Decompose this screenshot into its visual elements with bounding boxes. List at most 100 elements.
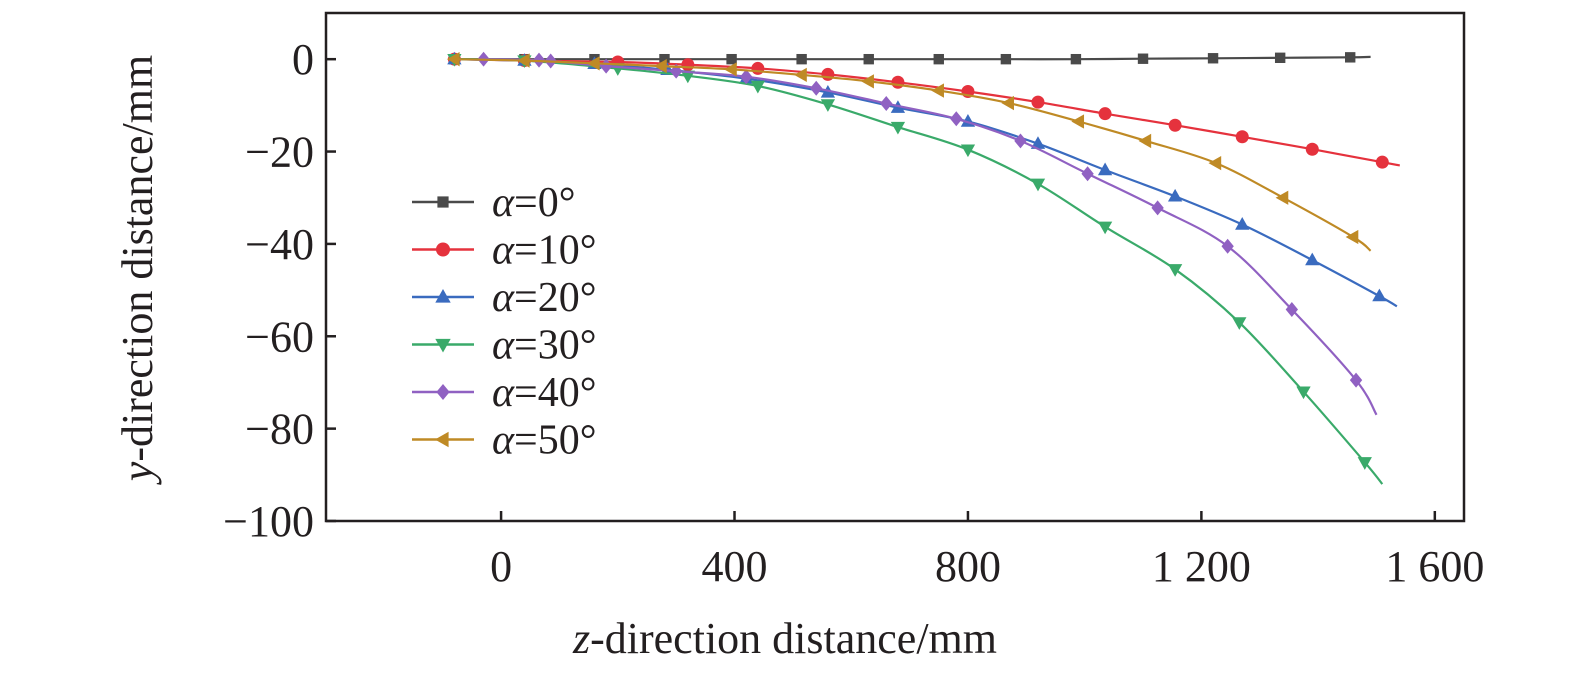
legend-marker (436, 383, 450, 401)
data-point (1000, 53, 1012, 65)
data-point (1138, 133, 1152, 149)
data-point (724, 62, 737, 77)
x-tick-label: 1 600 (1385, 542, 1484, 591)
x-tick-label: 800 (935, 542, 1001, 591)
data-point (820, 99, 836, 112)
legend-item: α=50° (412, 418, 597, 464)
legend-marker (435, 338, 451, 353)
data-point (891, 75, 905, 89)
data-point (1296, 386, 1311, 400)
x-tick-label: 0 (490, 542, 512, 591)
data-point (1285, 302, 1299, 317)
data-point (1208, 155, 1222, 171)
data-point (1375, 155, 1389, 169)
data-point (599, 58, 613, 74)
data-point (861, 74, 874, 89)
data-point (821, 67, 835, 81)
series-5 (446, 52, 1372, 252)
y-tick-label: −100 (223, 497, 314, 546)
data-point (586, 56, 600, 71)
data-point (516, 53, 530, 68)
data-point (751, 61, 765, 75)
legend-marker (435, 288, 451, 303)
y-axis-title: y-direction distance/mm (113, 55, 162, 485)
data-point (1274, 52, 1286, 63)
x-tick-label: 1 200 (1152, 542, 1251, 591)
legend-item: α=0° (412, 180, 576, 226)
legend-label: α=40° (492, 370, 597, 416)
data-point (740, 69, 753, 85)
y-tick-label: −80 (245, 405, 314, 454)
data-point (1357, 457, 1372, 470)
legend-item: α=20° (412, 275, 597, 321)
data-point (446, 52, 460, 67)
legend: α=0°α=10°α=20°α=30°α=40°α=50° (412, 180, 597, 464)
data-point (1207, 53, 1219, 64)
data-point (1349, 372, 1363, 388)
legend-label: α=0° (492, 180, 576, 226)
y-tick-label: −60 (245, 312, 314, 361)
data-point (1031, 95, 1045, 109)
legend-item: α=30° (412, 323, 597, 369)
data-point (654, 58, 667, 74)
data-point (931, 83, 944, 98)
data-point (1275, 190, 1289, 205)
legend-marker (434, 431, 449, 448)
data-point (1030, 136, 1046, 149)
y-tick-label: −20 (245, 128, 314, 177)
series-line (483, 58, 1378, 416)
data-point (863, 53, 874, 65)
data-point (1071, 114, 1085, 129)
legend-item: α=40° (412, 370, 597, 416)
x-tick-label: 400 (702, 542, 768, 591)
data-point (1235, 130, 1249, 144)
data-point (1098, 107, 1112, 121)
data-point (750, 80, 766, 94)
data-point (1014, 133, 1027, 149)
legend-label: α=50° (492, 418, 597, 464)
data-point (1305, 252, 1320, 266)
legend-marker (437, 196, 449, 208)
legend-item: α=10° (412, 228, 597, 274)
data-point (950, 111, 963, 127)
data-point (1137, 53, 1149, 64)
data-point (794, 67, 807, 83)
data-point (1221, 238, 1234, 254)
data-point (659, 53, 670, 65)
data-point (796, 53, 807, 65)
data-point (1167, 188, 1183, 202)
data-point (960, 144, 976, 158)
data-point (1097, 162, 1113, 176)
y-tick-label: 0 (292, 35, 314, 84)
legend-label: α=30° (492, 323, 597, 369)
y-axis-title-rest: -direction distance/mm (113, 55, 162, 462)
x-axis-title-var: z (572, 614, 590, 663)
data-point (1168, 118, 1182, 132)
data-point (1235, 217, 1250, 230)
data-point (810, 80, 823, 96)
data-point (726, 53, 737, 65)
data-point (1345, 229, 1359, 245)
y-tick-label: −40 (245, 220, 314, 269)
series-line (454, 58, 1372, 252)
data-point (680, 70, 695, 84)
legend-label: α=20° (492, 275, 597, 321)
plot-frame (324, 11, 1466, 523)
data-point (1232, 317, 1247, 330)
data-point (1070, 53, 1082, 65)
data-point (880, 96, 893, 111)
data-point (1081, 166, 1094, 182)
data-point (1345, 52, 1356, 63)
x-axis-title: z-direction distance/mm (572, 614, 997, 663)
series-3 (447, 53, 1384, 485)
data-point (681, 58, 695, 72)
data-point (1151, 200, 1164, 216)
data-point (1305, 142, 1319, 156)
legend-label: α=10° (492, 228, 597, 274)
series-4 (477, 51, 1378, 416)
legend-marker (436, 242, 450, 257)
data-point (1372, 288, 1387, 302)
data-point (1001, 95, 1014, 111)
x-axis-title-rest: -direction distance/mm (590, 614, 997, 663)
